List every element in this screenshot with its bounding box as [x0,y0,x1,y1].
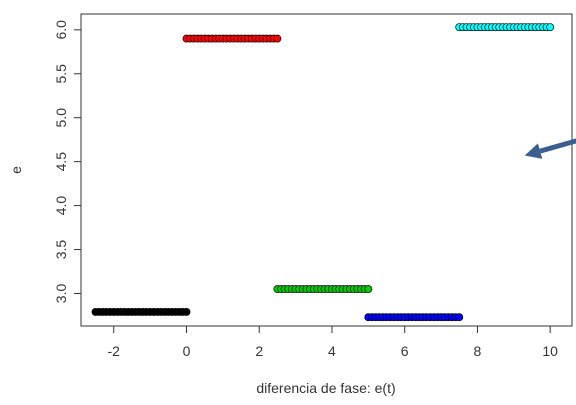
x-tick-label: 2 [255,343,263,359]
x-axis: -2 0 2 4 6 8 10 [108,326,558,359]
y-axis: 3.0 3.5 4.0 4.5 5.0 5.5 6.0 [53,20,81,303]
x-tick-label: 8 [474,343,482,359]
series-0 [91,307,191,316]
y-tick-label: 3.5 [53,240,69,260]
data-points [91,23,555,322]
x-tick-label: 6 [401,343,409,359]
data-point [546,23,555,32]
x-tick-label: -2 [108,343,121,359]
data-point [364,285,373,294]
x-tick-label: 0 [183,343,191,359]
y-axis-title: e [8,166,24,174]
y-tick-label: 6.0 [53,20,69,40]
x-tick-label: 10 [542,343,558,359]
series-1 [182,34,282,43]
y-tick-label: 5.5 [53,64,69,84]
y-tick-label: 3.0 [53,284,69,304]
y-tick-label: 4.5 [53,152,69,172]
y-tick-label: 4.0 [53,196,69,216]
plot-frame [80,13,573,327]
arrow-head [524,143,543,159]
annotation-arrow [524,138,576,159]
x-axis-title: diferencia de fase: e(t) [256,380,395,396]
data-point [273,34,282,43]
series-3 [364,313,464,322]
data-point [455,313,464,322]
series-4 [455,23,555,32]
series-2 [273,285,373,294]
x-tick-label: 4 [328,343,336,359]
arrow-shaft [539,138,576,154]
data-point [182,307,191,316]
y-tick-label: 5.0 [53,108,69,128]
